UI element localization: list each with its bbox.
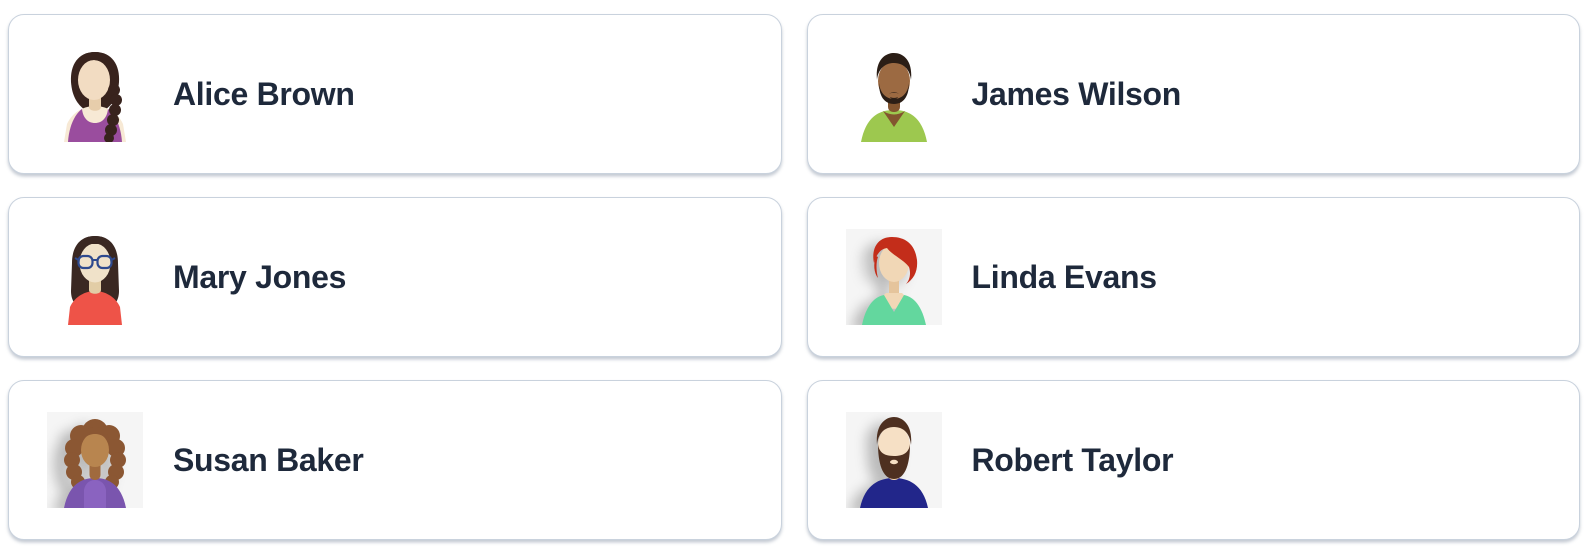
user-name: Linda Evans xyxy=(971,258,1158,295)
user-card-alice-brown[interactable]: Alice Brown xyxy=(8,14,782,174)
user-name: Susan Baker xyxy=(173,441,364,478)
avatar-woman-glasses xyxy=(47,229,143,325)
avatar-woman-curly xyxy=(47,412,143,508)
avatar-man-green-vneck xyxy=(846,46,942,142)
avatar-woman-braid xyxy=(47,46,143,142)
user-name: Mary Jones xyxy=(173,258,347,295)
avatar-woman-pixie xyxy=(845,229,942,325)
user-name: James Wilson xyxy=(971,75,1182,112)
user-card-robert-taylor[interactable]: Robert Taylor xyxy=(806,380,1580,540)
user-name: Robert Taylor xyxy=(971,441,1174,478)
user-card-susan-baker[interactable]: Susan Baker xyxy=(8,380,782,540)
user-card-linda-evans[interactable]: Linda Evans xyxy=(806,197,1580,357)
avatar-man-fullbeard xyxy=(845,412,942,508)
user-name: Alice Brown xyxy=(173,75,355,112)
user-card-james-wilson[interactable]: James Wilson xyxy=(806,14,1580,174)
user-card-mary-jones[interactable]: Mary Jones xyxy=(8,197,782,357)
